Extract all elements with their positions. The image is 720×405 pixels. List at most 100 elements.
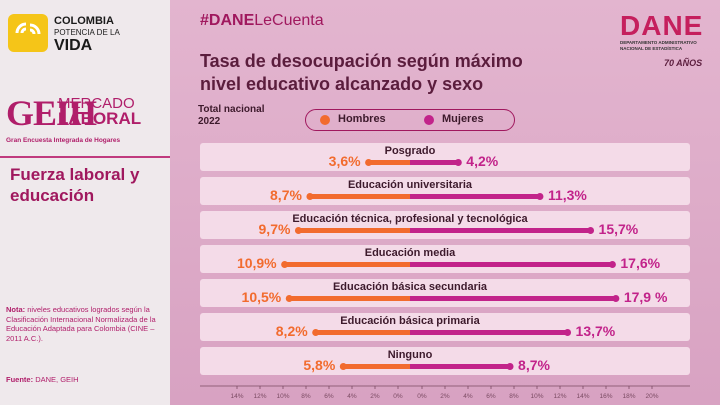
legend-hombres-swatch [320, 115, 330, 125]
main-panel: #DANELeCuenta Tasa de desocupación según… [170, 0, 720, 405]
x-tick-label: 8% [509, 393, 519, 400]
row-background [200, 143, 690, 171]
x-tick-label: 14% [230, 393, 243, 400]
x-tick-label: 4% [463, 393, 473, 400]
data-label-mujeres: 8,7% [518, 357, 550, 373]
chart-title: Tasa de desocupación según máximo nivel … [200, 51, 523, 94]
legend-hombres: Hombres [338, 113, 386, 125]
colombia-logo-text: COLOMBIA POTENCIA DE LA VIDA [54, 16, 120, 54]
row-background [200, 347, 690, 375]
bar-hombres [343, 364, 410, 369]
bar-hombres [298, 228, 410, 233]
section-title: Fuerza laboral y educación [10, 165, 140, 205]
category-label: Educación universitaria [348, 179, 473, 191]
bar-mujeres [410, 228, 591, 233]
hashtag-suffix: LeCuenta [254, 12, 324, 29]
country-line1: COLOMBIA [54, 15, 114, 27]
geih-logo: GEIH [6, 93, 97, 133]
data-label-mujeres: 4,2% [466, 153, 498, 169]
category-label: Educación media [365, 247, 456, 259]
bar-hombres-cap [294, 227, 302, 234]
category-label: Educación básica primaria [340, 315, 480, 327]
mercado-line1: MERCADO [58, 95, 135, 112]
bar-mujeres [410, 296, 616, 301]
colombia-logo [8, 14, 48, 52]
bar-mujeres-cap [564, 329, 572, 336]
x-tick-label: 0% [393, 393, 403, 400]
x-tick-label: 2% [440, 393, 450, 400]
bar-hombres [309, 194, 410, 199]
data-label-hombres: 10,9% [237, 255, 277, 271]
legend-mujeres-swatch [424, 115, 434, 125]
note: Nota: niveles educativos logrados según … [6, 305, 166, 343]
data-label-mujeres: 17,9 % [624, 289, 668, 305]
bar-hombres-cap [339, 363, 347, 370]
data-label-mujeres: 11,3% [548, 187, 587, 203]
x-tick-label: 10% [530, 393, 543, 400]
x-tick-label: 6% [324, 393, 334, 400]
chart-subtitle: Total nacional 2022 [198, 104, 265, 128]
bar-hombres-cap [312, 329, 320, 336]
bar-mujeres [410, 364, 511, 369]
x-tick-label: 12% [553, 393, 566, 400]
bar-mujeres-cap [454, 159, 462, 166]
bar-mujeres-cap [587, 227, 595, 234]
x-tick-label: 10% [276, 393, 289, 400]
colombia-wave-icon [15, 22, 41, 35]
chart-legend: Hombres Mujeres [305, 109, 515, 131]
x-tick-label: 18% [622, 393, 635, 400]
hashtag: #DANELeCuenta [200, 12, 324, 30]
dane-sub1: DEPARTAMENTO ADMINISTRATIVO [620, 40, 697, 45]
x-tick-label: 2% [370, 393, 380, 400]
x-tick-label: 20% [645, 393, 658, 400]
category-label: Educación básica secundaria [333, 281, 488, 293]
bar-mujeres [410, 160, 459, 165]
x-tick-label: 8% [301, 393, 311, 400]
category-label: Posgrado [385, 145, 436, 157]
data-label-hombres: 3,6% [329, 153, 361, 169]
dane-sub2: NACIONAL DE ESTADÍSTICA [620, 46, 683, 51]
source-text: DANE, GEIH [35, 375, 79, 384]
category-label: Ninguno [388, 349, 433, 361]
dane-wordmark: DANE [620, 10, 704, 41]
sidebar: COLOMBIA POTENCIA DE LA VIDA GEIH MERCAD… [0, 0, 170, 405]
x-tick-label: 12% [253, 393, 266, 400]
country-line3: VIDA [54, 37, 93, 54]
data-label-mujeres: 17,6% [620, 255, 660, 271]
x-tick-label: 4% [347, 393, 357, 400]
source: Fuente: DANE, GEIH [6, 375, 79, 384]
x-tick-label: 14% [576, 393, 589, 400]
bar-hombres-cap [365, 159, 373, 166]
hashtag-prefix: #DANE [200, 12, 255, 29]
bar-hombres [289, 296, 410, 301]
data-label-mujeres: 13,7% [576, 323, 616, 339]
bar-mujeres-cap [506, 363, 514, 370]
bar-hombres [315, 330, 410, 335]
subtitle-line1: Total nacional [198, 104, 265, 115]
bar-mujeres [410, 194, 540, 199]
bar-mujeres [410, 262, 613, 267]
bar-hombres-cap [281, 261, 289, 268]
divider [0, 156, 170, 158]
data-label-hombres: 8,2% [276, 323, 308, 339]
x-tick-label: 0% [417, 393, 427, 400]
bar-hombres [368, 160, 410, 165]
mercado-laboral-logo: MERCADO LABORAL [58, 95, 141, 127]
x-tick-label: 6% [486, 393, 496, 400]
subtitle-line2: 2022 [198, 116, 221, 127]
country-line2: POTENCIA DE LA [54, 28, 120, 37]
legend-mujeres: Mujeres [442, 113, 484, 125]
dane-anniversary: 70 AÑOS [664, 58, 703, 68]
bar-hombres [284, 262, 410, 267]
data-label-mujeres: 15,7% [599, 221, 639, 237]
source-label: Fuente: [6, 375, 34, 384]
data-label-hombres: 8,7% [270, 187, 302, 203]
bar-mujeres [410, 330, 568, 335]
chart: Posgrado 3,6% 4,2% Educación universitaria 8… [200, 143, 690, 400]
dane-logo: DANE DEPARTAMENTO ADMINISTRATIVO NACIONA… [620, 10, 712, 69]
data-label-hombres: 10,5% [242, 289, 282, 305]
data-label-hombres: 5,8% [303, 357, 335, 373]
category-label: Educación técnica, profesional y tecnoló… [292, 213, 528, 225]
note-text: niveles educativos logrados según la Cla… [6, 305, 156, 343]
bar-mujeres-cap [608, 261, 616, 268]
